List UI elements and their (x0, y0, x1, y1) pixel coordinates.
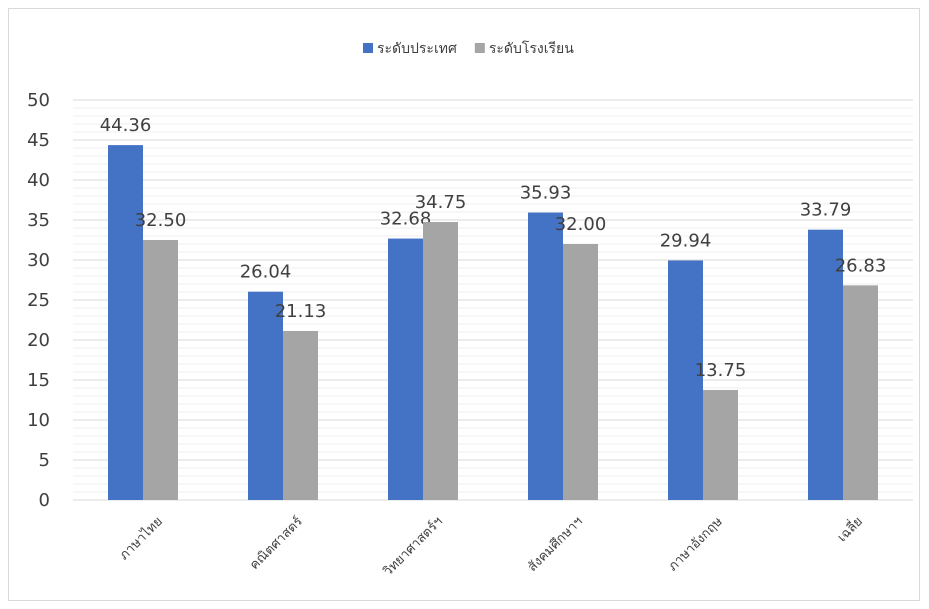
y-tick-label: 10 (27, 410, 50, 431)
bar (668, 260, 703, 500)
legend-swatch (474, 43, 485, 53)
bar (808, 229, 843, 500)
y-tick-label: 45 (27, 130, 50, 151)
x-tick-label: เฉลี่ย (833, 513, 865, 545)
data-label: 44.36 (100, 115, 152, 136)
bar (108, 145, 143, 500)
y-tick-label: 5 (39, 450, 50, 471)
data-label: 32.50 (135, 210, 187, 231)
data-label: 34.75 (415, 192, 467, 213)
y-tick-label: 40 (27, 170, 50, 191)
y-tick-label: 35 (27, 210, 50, 231)
legend-label: ระดับประเทศ (377, 41, 457, 57)
bar (423, 222, 458, 500)
y-tick-label: 20 (27, 330, 50, 351)
y-tick-label: 0 (39, 490, 50, 511)
data-label: 26.83 (835, 255, 887, 276)
x-tick-label: คณิตศาสตร์ (246, 514, 305, 573)
bar (563, 244, 598, 500)
bar (248, 291, 283, 500)
y-tick-label: 30 (27, 250, 50, 271)
x-tick-label: ภาษาอังกฤษ (666, 514, 727, 575)
data-label: 13.75 (695, 360, 747, 381)
data-label: 32.68 (380, 209, 432, 230)
x-tick-label: วิทยาศาสตร์ฯ (380, 514, 446, 580)
x-tick-label: ภาษาไทย (116, 514, 166, 564)
bar (388, 238, 423, 500)
y-tick-label: 15 (27, 370, 50, 391)
bar (703, 390, 738, 500)
data-label: 26.04 (240, 262, 292, 283)
data-label: 35.93 (520, 183, 572, 204)
data-label: 21.13 (275, 301, 327, 322)
data-label: 32.00 (555, 214, 607, 235)
bar (283, 330, 318, 500)
legend-label: ระดับโรงเรียน (489, 40, 574, 57)
bar (528, 212, 563, 500)
y-tick-label: 25 (27, 290, 50, 311)
legend-swatch (363, 43, 373, 53)
y-tick-label: 50 (27, 90, 50, 111)
data-label: 33.79 (800, 200, 852, 221)
bar (843, 285, 878, 500)
data-label: 29.94 (660, 230, 712, 251)
bar (143, 240, 178, 500)
x-tick-label: สังคมศึกษาฯ (525, 514, 586, 575)
